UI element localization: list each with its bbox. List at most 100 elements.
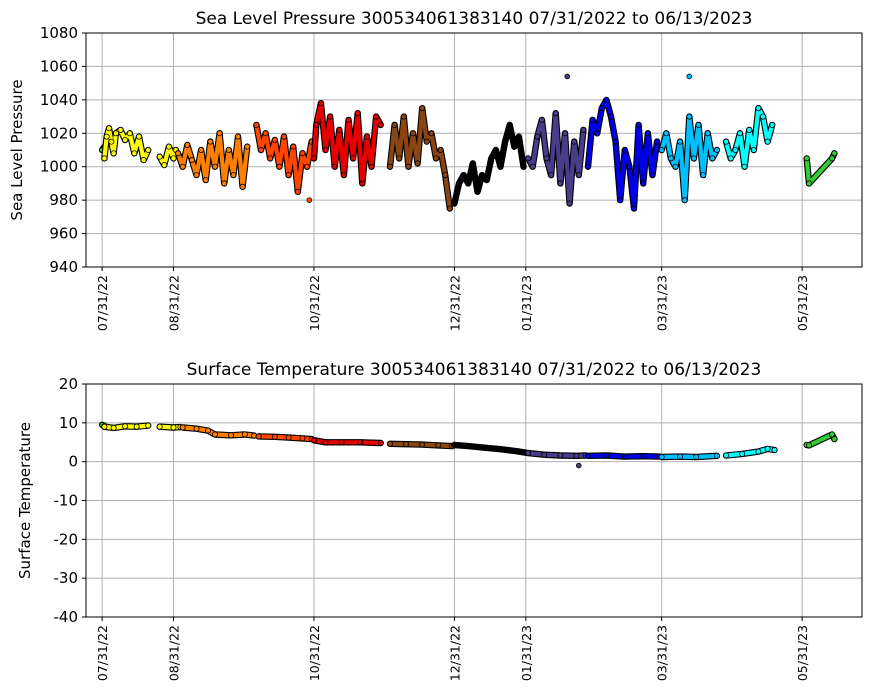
data-point bbox=[764, 445, 771, 452]
data-point bbox=[513, 448, 520, 455]
data-point bbox=[338, 439, 345, 446]
data-point bbox=[709, 155, 716, 162]
data-point bbox=[771, 447, 778, 454]
data-point bbox=[566, 200, 573, 207]
data-point bbox=[746, 126, 753, 133]
data-point bbox=[133, 423, 140, 430]
data-point bbox=[373, 113, 380, 120]
plot-frame bbox=[85, 32, 863, 268]
data-point bbox=[640, 453, 647, 460]
data-point bbox=[198, 146, 205, 153]
data-point bbox=[492, 146, 499, 153]
data-point bbox=[386, 440, 393, 447]
data-point bbox=[831, 436, 838, 443]
y-tick-label: 1020 bbox=[40, 124, 78, 142]
data-point bbox=[755, 105, 762, 112]
series-trace bbox=[452, 122, 526, 206]
y-tick-label: -30 bbox=[54, 569, 79, 587]
data-point bbox=[640, 180, 647, 187]
data-point bbox=[193, 172, 200, 179]
data-point bbox=[156, 153, 163, 160]
data-point bbox=[649, 172, 656, 179]
data-point bbox=[644, 130, 651, 137]
data-point bbox=[515, 133, 522, 140]
data-point bbox=[700, 172, 707, 179]
data-point bbox=[741, 163, 748, 170]
data-point bbox=[806, 442, 813, 449]
data-point bbox=[667, 155, 674, 162]
series-trace bbox=[176, 131, 250, 189]
data-point bbox=[304, 163, 311, 170]
x-tick-label: 03/31/23 bbox=[655, 625, 670, 681]
data-point bbox=[281, 133, 288, 140]
data-point bbox=[497, 163, 504, 170]
data-point bbox=[451, 441, 458, 448]
outlier-point bbox=[686, 73, 693, 80]
data-point bbox=[310, 437, 317, 444]
data-point bbox=[723, 452, 730, 459]
data-point bbox=[290, 143, 297, 150]
data-point bbox=[419, 441, 426, 448]
y-tick-label: 1060 bbox=[40, 57, 78, 75]
data-point bbox=[497, 446, 504, 453]
y-tick-label: 0 bbox=[68, 453, 78, 471]
data-point bbox=[672, 163, 679, 170]
pressure-plot: 940 960 980 1000 1020 1040 1060 1080 07/31/22 08/… bbox=[8, 9, 863, 331]
data-point bbox=[589, 116, 596, 123]
data-point bbox=[693, 454, 700, 461]
data-point bbox=[294, 188, 301, 195]
data-point bbox=[829, 431, 836, 438]
data-point bbox=[543, 155, 550, 162]
data-point bbox=[713, 146, 720, 153]
data-point bbox=[193, 425, 200, 432]
data-point bbox=[736, 130, 743, 137]
data-point bbox=[112, 130, 119, 137]
data-point bbox=[469, 160, 476, 167]
data-point bbox=[350, 155, 357, 162]
data-point bbox=[161, 162, 168, 169]
data-point bbox=[179, 163, 186, 170]
series-trace bbox=[585, 97, 660, 211]
data-point bbox=[451, 200, 458, 207]
data-point bbox=[435, 442, 442, 449]
data-point bbox=[400, 113, 407, 120]
data-point bbox=[170, 155, 177, 162]
data-point bbox=[202, 177, 209, 184]
data-point bbox=[101, 155, 108, 162]
data-layer bbox=[98, 73, 838, 212]
x-tick-label: 07/31/22 bbox=[95, 275, 110, 331]
data-point bbox=[423, 138, 430, 145]
data-point bbox=[103, 133, 110, 140]
data-point bbox=[460, 172, 467, 179]
data-point bbox=[110, 424, 117, 431]
data-point bbox=[617, 197, 624, 204]
x-tick-label: 01/31/23 bbox=[519, 275, 534, 331]
chart-title: Surface Temperature 300534061383140 07/3… bbox=[187, 360, 762, 380]
y-tick-label: 940 bbox=[49, 258, 78, 276]
data-point bbox=[241, 431, 248, 438]
data-point bbox=[654, 138, 661, 145]
data-point bbox=[831, 150, 838, 157]
data-point bbox=[188, 157, 195, 164]
series-trace bbox=[659, 453, 720, 460]
data-point bbox=[723, 138, 730, 145]
data-point bbox=[483, 177, 490, 184]
data-point bbox=[603, 452, 610, 459]
data-point bbox=[571, 138, 578, 145]
data-point bbox=[704, 130, 711, 137]
y-tick-label: 1080 bbox=[40, 24, 78, 42]
data-point bbox=[677, 138, 684, 145]
y-tick-label: 20 bbox=[59, 375, 78, 393]
chart-title: Sea Level Pressure 300534061383140 07/31… bbox=[196, 9, 753, 29]
data-point bbox=[525, 155, 532, 162]
data-point bbox=[299, 150, 306, 157]
y-tick-label: 10 bbox=[59, 414, 78, 432]
data-point bbox=[234, 133, 241, 140]
data-point bbox=[244, 143, 251, 150]
data-point bbox=[561, 130, 568, 137]
data-point bbox=[225, 146, 232, 153]
data-point bbox=[230, 172, 237, 179]
data-point bbox=[573, 452, 580, 459]
data-point bbox=[686, 113, 693, 120]
data-point bbox=[552, 110, 559, 117]
